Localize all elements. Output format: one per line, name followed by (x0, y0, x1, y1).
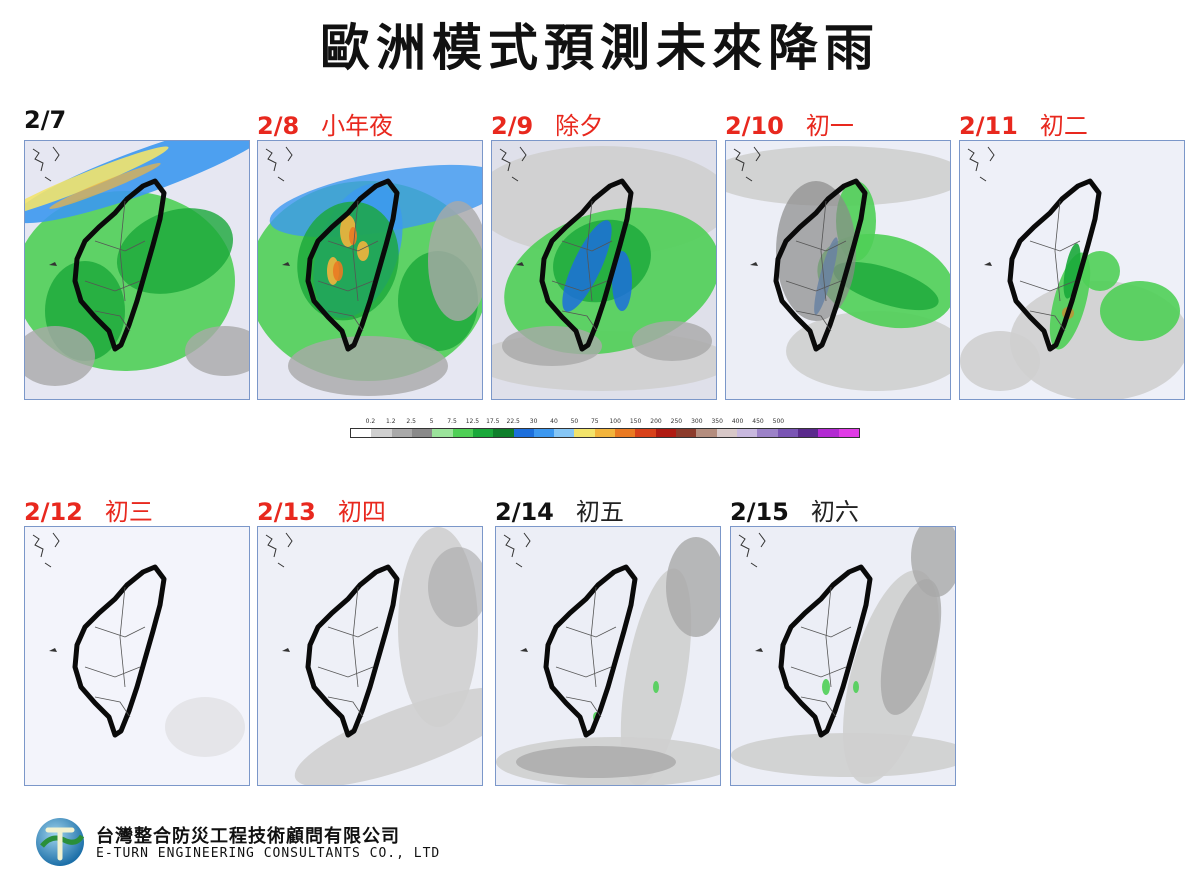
colorbar-cell (472, 429, 494, 437)
forecast-panel-8: 2/15 初六 (730, 492, 956, 786)
colorbar-cell (676, 429, 697, 437)
panel-note: 初二 (1039, 112, 1088, 140)
colorbar-tick-label: 7.5 (447, 418, 457, 425)
panel-note: 小年夜 (321, 112, 394, 140)
colorbar-cell (432, 429, 453, 437)
colorbar-cell (635, 429, 656, 437)
company-name-en: E-TURN ENGINEERING CONSULTANTS CO., LTD (96, 846, 441, 861)
page-title: 歐洲模式預測未來降雨 (320, 19, 880, 77)
colorbar-ticks: 0.2 1.2 2.5 5 7.5 12.5 17.5 22.5 30 40 50 75 100 150 2… (350, 418, 860, 426)
colorbar-tick-label: 50 (570, 418, 579, 425)
company-name-zh: 台灣整合防災工程技術顧問有限公司 (96, 826, 400, 847)
colorbar-cell (838, 429, 859, 437)
colorbar-cell (818, 429, 839, 437)
colorbar-cell (452, 429, 473, 437)
colorbar-tick-label: 350 (711, 418, 723, 425)
forecast-panel-2: 2/9 除夕 (491, 106, 717, 400)
colorbar-cell (655, 429, 676, 437)
colorbar-tick-label: 450 (752, 418, 764, 425)
colorbar-tick-label: 200 (650, 418, 662, 425)
colorbar-tick-label: 30 (529, 418, 538, 425)
panel-note: 初五 (575, 498, 624, 526)
colorbar-tick-label: 1.2 (386, 418, 396, 425)
colorbar-tick-label: 500 (772, 418, 785, 425)
rainfall-map (24, 140, 250, 400)
panel-date: 2/15 (730, 498, 789, 526)
colorbar-cell (797, 429, 819, 437)
forecast-panel-0: 2/7 (24, 106, 250, 400)
colorbar-cell (391, 429, 412, 437)
colorbar-cell (736, 429, 758, 437)
colorbar-cell (574, 429, 595, 437)
rainfall-map (959, 140, 1185, 400)
colorbar-cell (594, 429, 616, 437)
colorbar-tick-label: 17.5 (486, 418, 500, 425)
forecast-panel-7: 2/14 初五 (495, 492, 721, 786)
forecast-panel-1: 2/8 小年夜 (257, 106, 483, 400)
rainfall-map (257, 140, 483, 400)
panel-date: 2/8 (257, 112, 300, 140)
colorbar-cell (371, 429, 392, 437)
colorbar-tick-label: 2.5 (406, 418, 416, 425)
colorbar-strip (350, 428, 860, 438)
rainfall-map (495, 526, 721, 786)
colorbar-tick-label: 0.2 (365, 418, 376, 425)
colorbar-tick-label: 75 (590, 418, 599, 425)
colorbar-cell (615, 429, 636, 437)
rainfall-map (257, 526, 483, 786)
colorbar-tick-label: 40 (550, 418, 558, 425)
panel-date: 2/12 (24, 498, 83, 526)
colorbar-tick-label: 22.5 (506, 418, 520, 425)
colorbar-cell (513, 429, 534, 437)
forecast-panel-3: 2/10 初一 (725, 106, 951, 400)
company-logo (34, 816, 86, 868)
colorbar-cell (777, 429, 798, 437)
panel-note: 初三 (104, 498, 153, 526)
colorbar-cell (411, 429, 433, 437)
panel-note: 除夕 (555, 112, 604, 140)
colorbar-cell (757, 429, 778, 437)
rainfall-map (725, 140, 951, 400)
rainfall-map (730, 526, 956, 786)
colorbar-cell (533, 429, 555, 437)
colorbar-tick-label: 300 (691, 418, 703, 425)
colorbar-tick-label: 150 (629, 418, 642, 425)
rainfall-colorbar: 0.2 1.2 2.5 5 7.5 12.5 17.5 22.5 30 40 50 75 100 150 2… (350, 418, 860, 442)
panel-note: 初四 (337, 498, 386, 526)
panel-note: 初六 (810, 498, 859, 526)
panel-date: 2/13 (257, 498, 316, 526)
panel-note: 初一 (805, 112, 854, 140)
colorbar-cell (716, 429, 737, 437)
panel-date: 2/11 (959, 112, 1018, 140)
colorbar-cell (696, 429, 717, 437)
forecast-panel-4: 2/11 初二 (959, 106, 1185, 400)
panel-date: 2/10 (725, 112, 784, 140)
colorbar-tick-label: 12.5 (465, 418, 480, 425)
colorbar-tick-label: 5 (429, 418, 434, 425)
rainfall-map (24, 526, 250, 786)
colorbar-cell (554, 429, 575, 437)
forecast-panel-5: 2/12 初三 (24, 492, 250, 786)
panel-date: 2/14 (495, 498, 554, 526)
colorbar-cell (493, 429, 514, 437)
colorbar-cell (351, 429, 372, 437)
panel-date: 2/7 (24, 106, 67, 134)
colorbar-tick-label: 100 (609, 418, 621, 425)
rainfall-map (491, 140, 717, 400)
colorbar-tick-label: 400 (731, 418, 744, 425)
panel-date: 2/9 (491, 112, 534, 140)
colorbar-tick-label: 250 (670, 418, 683, 425)
forecast-panel-6: 2/13 初四 (257, 492, 483, 786)
